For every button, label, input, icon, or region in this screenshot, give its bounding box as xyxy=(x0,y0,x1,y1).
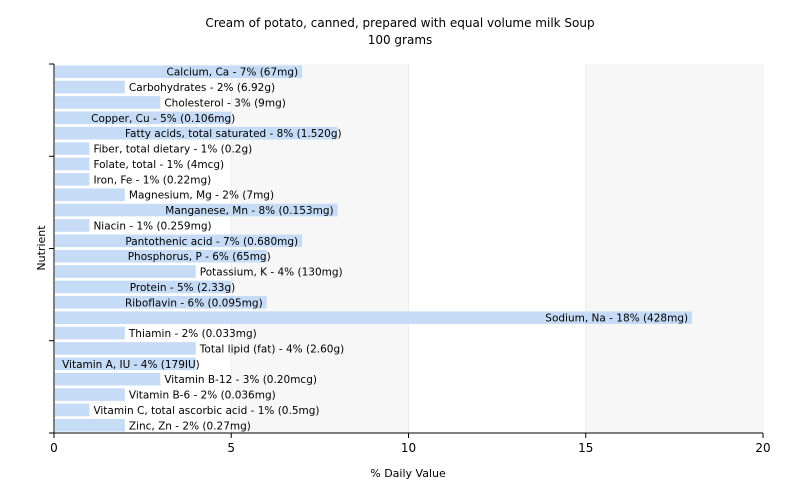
bar-label: Vitamin B-12 - 3% (0.20mcg) xyxy=(164,374,317,386)
bar xyxy=(55,311,693,324)
bar-label: Magnesium, Mg - 2% (7mg) xyxy=(129,190,274,202)
bars-group: Calcium, Ca - 7% (67mg) Carbohydrates - 2… xyxy=(55,65,693,432)
bar-label: Vitamin B-6 - 2% (0.036mg) xyxy=(129,390,276,402)
bar xyxy=(55,203,338,217)
bar-label: Thiamin - 2% (0.033mg) xyxy=(128,328,257,340)
bar-label: Pantothenic acid - 7% (0.680mg) xyxy=(125,236,298,248)
grid-band xyxy=(231,64,409,433)
bar-label: Niacin - 1% (0.259mg) xyxy=(93,220,211,232)
x-tick-label: 0 xyxy=(50,441,58,455)
bar xyxy=(55,372,161,386)
bar-label: Vitamin C, total ascorbic acid - 1% (0.5… xyxy=(93,405,319,417)
x-tick-label: 10 xyxy=(401,441,416,455)
y-axis-label: Nutrient xyxy=(35,225,48,271)
bar xyxy=(55,342,196,355)
x-tick-label: 5 xyxy=(227,441,235,455)
bar xyxy=(55,65,303,78)
bar xyxy=(55,265,196,278)
bar-label: Protein - 5% (2.33g) xyxy=(130,282,236,294)
bar-label: Total lipid (fat) - 4% (2.60g) xyxy=(199,343,344,355)
bar xyxy=(55,280,232,294)
bar-label: Cholesterol - 3% (9mg) xyxy=(164,97,286,109)
bar-label: Copper, Cu - 5% (0.106mg) xyxy=(91,113,235,125)
bar-label: Calcium, Ca - 7% (67mg) xyxy=(167,67,299,79)
chart-subtitle: 100 grams xyxy=(368,33,433,47)
bar xyxy=(55,388,125,401)
bar-label: Riboflavin - 6% (0.095mg) xyxy=(125,297,263,309)
bar xyxy=(55,219,90,232)
bar xyxy=(55,326,125,340)
bar xyxy=(55,419,125,432)
x-tick-label: 20 xyxy=(755,441,770,455)
axes-group: 0 5 10 15 20 xyxy=(49,63,771,455)
bar-label: Potassium, K - 4% (130mg) xyxy=(200,267,343,279)
bar xyxy=(55,173,90,186)
bar xyxy=(55,403,90,417)
chart-title: Cream of potato, canned, prepared with e… xyxy=(205,16,594,30)
bar-label: Folate, total - 1% (4mcg) xyxy=(93,159,224,171)
bar xyxy=(55,80,125,94)
plot-background xyxy=(230,64,764,433)
bar-label: Manganese, Mn - 8% (0.153mg) xyxy=(165,205,333,217)
bar-label: Sodium, Na - 18% (428mg) xyxy=(545,313,688,325)
bar xyxy=(55,111,232,125)
x-axis-label: % Daily Value xyxy=(370,467,446,480)
bar xyxy=(55,157,90,171)
bar-label: Iron, Fe - 1% (0.22mg) xyxy=(93,174,211,186)
x-tick-label: 15 xyxy=(578,441,593,455)
bar xyxy=(55,188,125,201)
bar-label: Vitamin A, IU - 4% (179IU) xyxy=(62,359,200,371)
bar xyxy=(55,249,267,263)
bar-label: Zinc, Zn - 2% (0.27mg) xyxy=(129,420,251,432)
bar xyxy=(55,296,267,309)
bar-label: Phosphorus, P - 6% (65mg) xyxy=(128,251,271,263)
grid-band xyxy=(585,64,763,433)
bar-label: Fiber, total dietary - 1% (0.2g) xyxy=(93,144,252,156)
bar xyxy=(55,142,90,155)
bar xyxy=(55,96,161,109)
bar-label: Carbohydrates - 2% (6.92g) xyxy=(129,82,275,94)
bar xyxy=(55,126,338,140)
bar xyxy=(55,234,303,248)
bar xyxy=(55,357,196,371)
bar-label: Fatty acids, total saturated - 8% (1.520… xyxy=(125,128,342,140)
